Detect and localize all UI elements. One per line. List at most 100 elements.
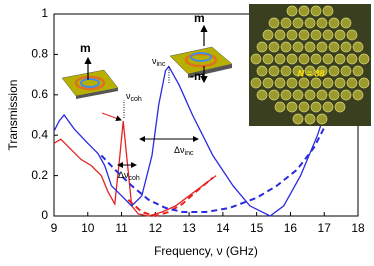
plot-area: 0 0.2 0.4 0.6 0.8 1 9 10 11 12 13 14 15 16 17 18 bbox=[31, 6, 365, 235]
lattice-ring bbox=[334, 77, 346, 89]
lattice-ring bbox=[340, 41, 352, 53]
annotation: Δνinc bbox=[174, 145, 194, 156]
annotation: m bbox=[80, 41, 91, 55]
lattice-ring bbox=[280, 89, 292, 101]
lattice-ring bbox=[310, 53, 322, 65]
annotation: ν bbox=[152, 56, 157, 66]
lattice-ring bbox=[280, 65, 292, 77]
inset-lattice: N = 88 bbox=[249, 4, 371, 126]
lattice-ring bbox=[334, 101, 346, 113]
lattice-ring bbox=[304, 65, 316, 77]
x-tick-label: 10 bbox=[81, 221, 95, 235]
y-tick-label: 0.6 bbox=[31, 87, 48, 101]
lattice-ring bbox=[352, 89, 364, 101]
annotation: coh bbox=[129, 175, 140, 182]
y-tick-label: 0.4 bbox=[31, 127, 48, 141]
lattice-ring bbox=[274, 101, 286, 113]
lattice-ring bbox=[304, 41, 316, 53]
lattice-ring bbox=[340, 17, 352, 29]
lattice-ring bbox=[340, 89, 352, 101]
lattice-ring bbox=[268, 89, 280, 101]
lattice-ring bbox=[298, 5, 310, 17]
lattice-ring bbox=[262, 29, 274, 41]
lattice-ring bbox=[358, 53, 370, 65]
lattice-ring bbox=[328, 65, 340, 77]
annotation: N = 88 bbox=[298, 68, 325, 78]
inset-left: m bbox=[61, 41, 119, 99]
lattice-ring bbox=[310, 5, 322, 17]
lattice-ring bbox=[316, 89, 328, 101]
pointer bbox=[101, 112, 122, 122]
lattice-ring bbox=[316, 41, 328, 53]
lattice-ring bbox=[358, 77, 370, 89]
lattice-ring bbox=[274, 77, 286, 89]
lattice-ring bbox=[286, 53, 298, 65]
lattice-ring bbox=[322, 77, 334, 89]
series-line bbox=[100, 120, 329, 213]
annotation: inc bbox=[185, 150, 194, 157]
lattice-ring bbox=[310, 29, 322, 41]
x-tick-label: 11 bbox=[115, 221, 128, 235]
x-tick-label: 13 bbox=[182, 221, 196, 235]
lattice-ring bbox=[304, 113, 316, 125]
lattice-ring bbox=[310, 77, 322, 89]
annotation: νcoh bbox=[126, 91, 142, 102]
annotation: coh bbox=[131, 96, 142, 103]
x-tick-label: 12 bbox=[149, 221, 163, 235]
annotations: νcoh Δνcoh νinc Δνinc bbox=[101, 56, 199, 182]
lattice-ring bbox=[256, 65, 268, 77]
x-tick-label: 15 bbox=[250, 221, 264, 235]
lattice-ring bbox=[268, 65, 280, 77]
lattice-ring bbox=[322, 101, 334, 113]
lattice-ring bbox=[304, 17, 316, 29]
lattice-ring bbox=[346, 77, 358, 89]
lattice-ring bbox=[292, 41, 304, 53]
lattice-ring bbox=[316, 113, 328, 125]
series-line bbox=[53, 65, 329, 217]
lattice-ring bbox=[340, 65, 352, 77]
lattice-ring bbox=[334, 29, 346, 41]
y-tick-label: 0 bbox=[41, 208, 48, 222]
y-tick-label: 0.8 bbox=[31, 47, 48, 61]
lattice-ring bbox=[322, 29, 334, 41]
lattice-ring bbox=[292, 113, 304, 125]
lattice-ring bbox=[298, 53, 310, 65]
lattice-ring bbox=[262, 77, 274, 89]
inset-middle: m -m bbox=[169, 11, 233, 84]
y-tick-label: 0.2 bbox=[31, 168, 48, 182]
lattice-ring bbox=[292, 89, 304, 101]
lattice-ring bbox=[298, 77, 310, 89]
x-tick-label: 18 bbox=[351, 221, 365, 235]
annotation: m bbox=[194, 11, 205, 25]
lattice-ring bbox=[298, 29, 310, 41]
lattice-ring bbox=[292, 65, 304, 77]
lattice-ring bbox=[268, 17, 280, 29]
lattice-ring bbox=[298, 101, 310, 113]
lattice-ring bbox=[274, 29, 286, 41]
annotation: νinc bbox=[152, 56, 166, 67]
series-line bbox=[53, 121, 217, 217]
lattice-ring bbox=[286, 5, 298, 17]
lattice-ring bbox=[280, 41, 292, 53]
annotation: Δνcoh bbox=[118, 170, 140, 181]
lattice-ring bbox=[352, 65, 364, 77]
lattice-ring bbox=[274, 53, 286, 65]
lattice-ring bbox=[304, 89, 316, 101]
lattice-ring bbox=[268, 41, 280, 53]
y-tick-label: 1 bbox=[41, 6, 48, 20]
series-line bbox=[127, 176, 214, 218]
lattice-ring bbox=[352, 41, 364, 53]
lattice-ring bbox=[316, 65, 328, 77]
y-axis-title: Transmission bbox=[6, 80, 20, 151]
lattice-ring bbox=[346, 53, 358, 65]
lattice-ring bbox=[328, 41, 340, 53]
x-tick-label: 14 bbox=[216, 221, 230, 235]
lattice-ring bbox=[292, 17, 304, 29]
annotation: -m bbox=[190, 69, 205, 83]
lattice-ring bbox=[286, 29, 298, 41]
lattice-ring bbox=[280, 17, 292, 29]
annotation: Δν bbox=[174, 145, 185, 155]
annotation: Δν bbox=[118, 170, 129, 180]
x-tick-label: 17 bbox=[318, 221, 332, 235]
